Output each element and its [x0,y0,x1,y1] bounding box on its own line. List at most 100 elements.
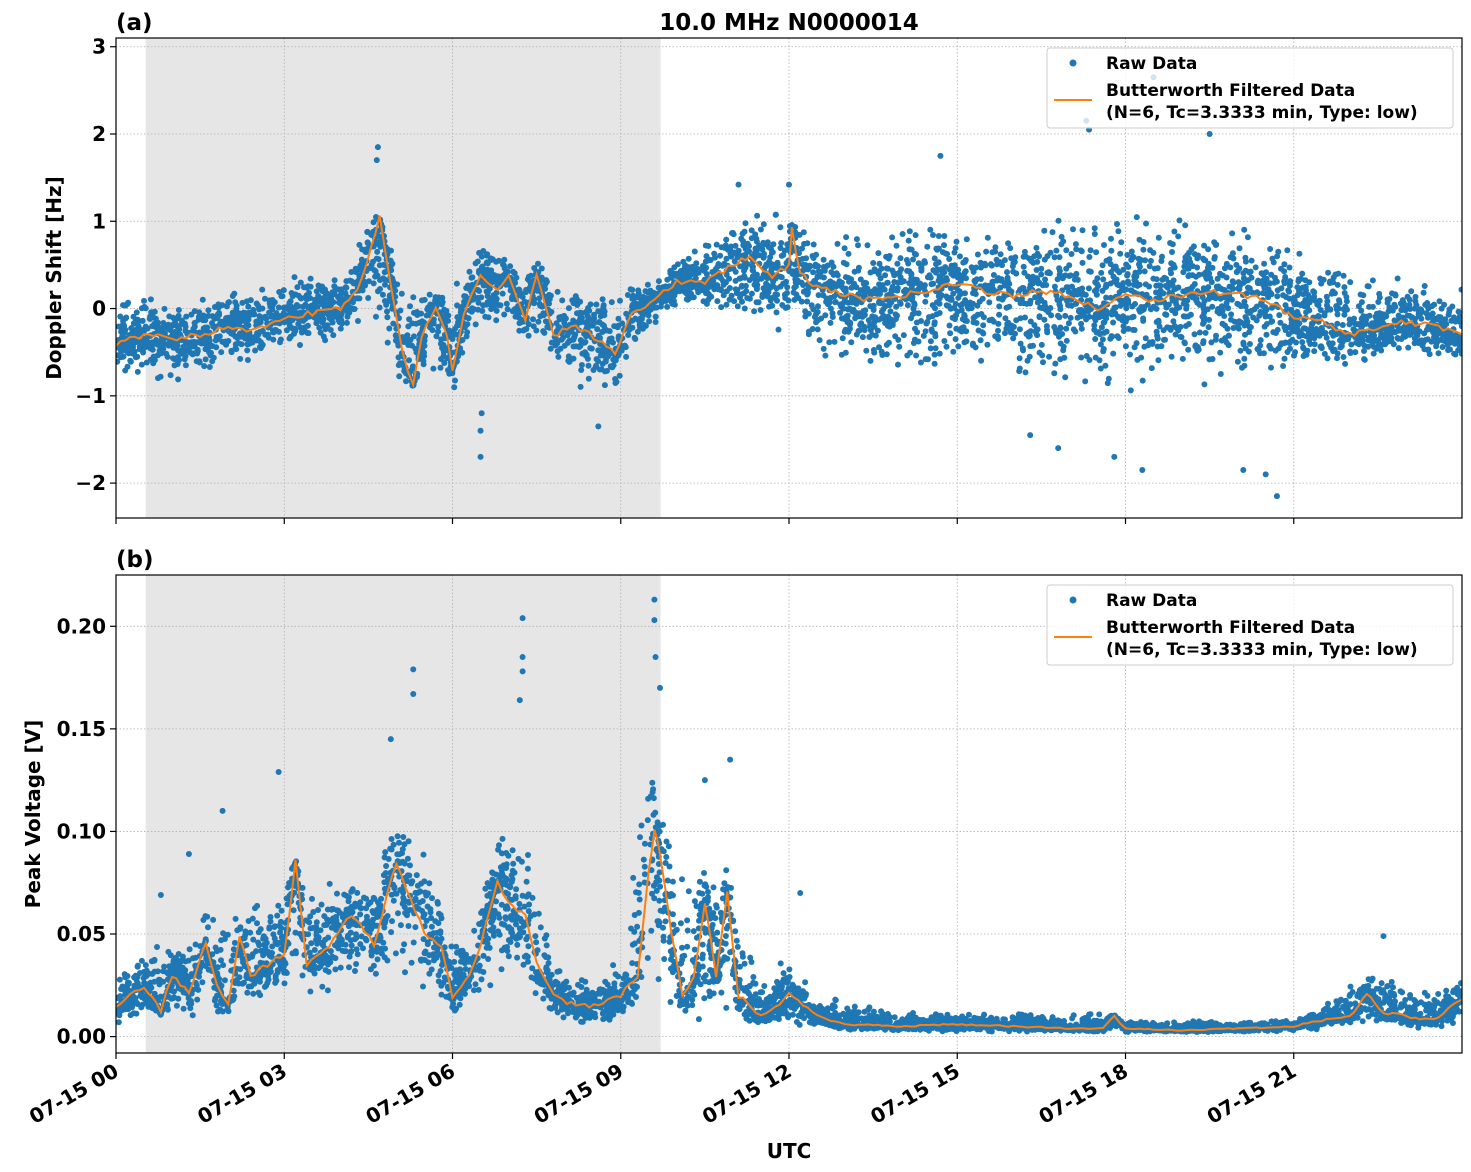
raw-data-point [1412,298,1419,305]
raw-data-point [936,295,943,302]
raw-data-point [723,301,730,308]
raw-data-point [194,996,201,1003]
raw-data-point [472,260,479,267]
raw-data-point [1033,329,1040,336]
y-tick-label: 0.05 [57,922,106,946]
raw-data-point [1370,350,1377,357]
raw-data-point [383,301,390,308]
raw-data-point [963,338,970,345]
raw-data-point [1337,337,1343,344]
raw-data-point [1092,354,1099,361]
raw-data-point [257,328,264,335]
raw-data-point [1208,339,1215,346]
raw-data-point [280,287,287,294]
raw-data-point [1147,306,1154,313]
raw-data-point [175,376,182,383]
raw-data-point [1327,306,1334,313]
raw-data-point [141,297,147,304]
raw-data-point [913,352,920,359]
raw-data-point [449,336,456,342]
raw-data-point [206,364,213,370]
legend-label: Butterworth Filtered Data [1106,81,1355,101]
raw-data-point [870,302,877,309]
raw-data-point [1345,336,1352,343]
raw-data-point [1241,355,1248,362]
raw-data-point [936,290,943,297]
raw-data-point [228,957,235,964]
raw-data-point [1291,294,1298,301]
raw-data-point [839,335,846,342]
raw-data-point [511,306,518,313]
raw-data-point [845,250,852,257]
raw-data-point [343,278,350,285]
raw-data-point [365,295,372,301]
raw-data-point [141,303,148,310]
x-tick-label: 07-15 18 [1034,1059,1132,1129]
raw-data-point [209,313,216,320]
raw-data-point [1016,355,1023,362]
raw-data-point [1064,298,1070,304]
raw-data-point [1361,348,1367,354]
raw-data-point [963,275,969,282]
raw-data-point [906,228,913,235]
raw-data-point [1099,336,1106,343]
raw-data-point [1001,281,1008,288]
raw-data-point [1031,253,1038,260]
raw-data-point [704,290,711,297]
raw-data-point [1130,254,1137,261]
raw-data-point [1308,330,1315,337]
raw-data-point [1236,286,1243,293]
raw-data-point [924,243,931,250]
raw-data-point [760,221,767,228]
raw-data-point [483,252,490,259]
raw-data-point [805,328,812,335]
raw-data-point [1063,265,1070,272]
raw-data-point [182,320,188,327]
raw-data-point [474,294,481,301]
raw-data-point [1229,278,1236,285]
raw-data-point [974,302,981,309]
raw-data-point [374,248,381,255]
raw-data-point [484,266,491,273]
raw-data-point [388,247,394,254]
raw-data-point [720,281,727,288]
raw-data-point [885,318,892,325]
raw-data-point [1011,259,1018,265]
raw-data-point [956,253,963,260]
raw-data-point [1051,283,1058,290]
raw-data-point [1261,323,1268,330]
raw-data-point [674,261,681,268]
raw-data-point [578,367,585,373]
raw-data-point [778,274,785,281]
raw-data-point [941,338,948,344]
raw-data-point [455,319,462,326]
raw-data-point [1078,320,1085,327]
raw-data-point [1141,268,1148,275]
raw-data-point [1244,234,1251,241]
raw-data-point [1274,326,1281,333]
raw-data-point [525,332,532,339]
raw-data-point [527,284,534,291]
raw-data-point [424,306,431,313]
raw-data-point [1421,283,1428,289]
raw-data-point [1073,270,1080,277]
raw-data-point [1373,337,1380,344]
raw-data-point [983,248,990,255]
raw-data-point [861,290,868,297]
raw-data-point [357,262,364,269]
raw-data-point [516,287,523,294]
raw-data-point [874,327,881,334]
raw-data-point [930,267,937,274]
raw-data-point [1068,251,1075,257]
raw-data-point [1039,305,1046,311]
raw-data-point [1408,288,1415,295]
raw-data-point [1097,341,1104,348]
raw-data-point [649,779,656,786]
raw-data-point [842,274,849,281]
raw-data-point [1101,242,1107,248]
raw-data-point [261,314,268,321]
raw-data-point [867,321,874,327]
raw-data-point [963,236,970,243]
raw-data-point [1147,257,1154,264]
